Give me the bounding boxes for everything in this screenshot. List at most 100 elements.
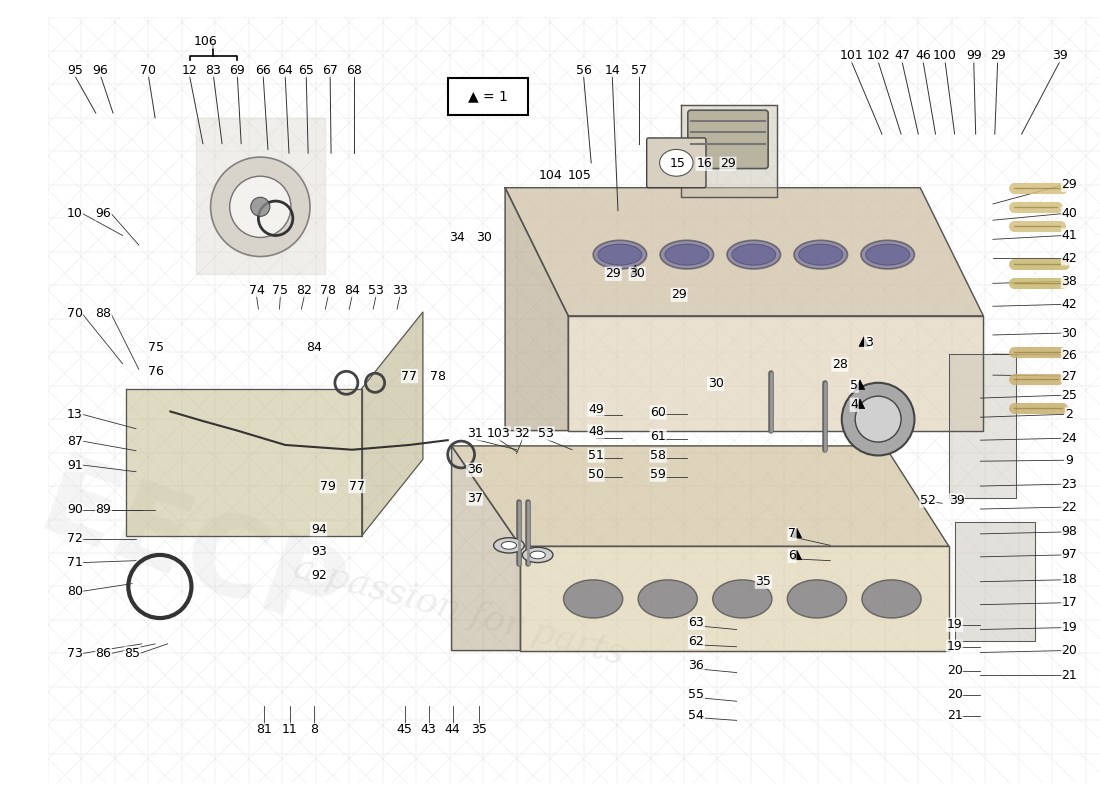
Ellipse shape: [522, 547, 553, 562]
Text: 92: 92: [311, 569, 327, 582]
Ellipse shape: [799, 244, 843, 265]
Text: 79: 79: [320, 479, 337, 493]
Text: 49: 49: [588, 403, 604, 416]
Text: ▲ = 1: ▲ = 1: [468, 90, 508, 103]
Text: 78: 78: [320, 283, 337, 297]
Ellipse shape: [494, 538, 525, 553]
Text: 94: 94: [311, 522, 327, 536]
Circle shape: [210, 157, 310, 257]
Text: 77: 77: [349, 479, 365, 493]
Text: 105: 105: [568, 169, 592, 182]
Text: 55: 55: [689, 688, 704, 701]
Text: 101: 101: [839, 50, 864, 62]
Text: 46: 46: [915, 50, 931, 62]
Text: 42: 42: [1062, 298, 1077, 311]
Ellipse shape: [530, 551, 546, 558]
Ellipse shape: [660, 240, 714, 269]
Text: 7: 7: [788, 527, 796, 540]
Ellipse shape: [563, 580, 623, 618]
Text: 6: 6: [788, 550, 796, 562]
Polygon shape: [681, 106, 777, 198]
Text: 12: 12: [182, 63, 197, 77]
Polygon shape: [630, 265, 640, 274]
Text: 21: 21: [947, 709, 962, 722]
Text: 20: 20: [947, 664, 962, 677]
Polygon shape: [452, 446, 520, 650]
Circle shape: [251, 198, 270, 216]
Text: 76: 76: [148, 365, 164, 378]
Text: 41: 41: [1062, 229, 1077, 242]
Text: 97: 97: [1062, 549, 1077, 562]
Text: 20: 20: [1062, 644, 1077, 657]
Ellipse shape: [862, 580, 921, 618]
Text: 45: 45: [397, 723, 412, 737]
Text: 81: 81: [256, 723, 272, 737]
Text: 70: 70: [67, 307, 82, 321]
Text: 69: 69: [230, 63, 245, 77]
Text: 100: 100: [933, 50, 957, 62]
Ellipse shape: [866, 244, 910, 265]
Text: 67: 67: [322, 63, 338, 77]
Text: 59: 59: [650, 468, 667, 481]
Text: 29: 29: [720, 158, 736, 170]
Polygon shape: [505, 188, 569, 430]
Text: 36: 36: [689, 659, 704, 672]
Text: 54: 54: [689, 709, 704, 722]
Polygon shape: [196, 118, 326, 274]
Text: 77: 77: [402, 370, 418, 382]
Text: 34: 34: [450, 231, 465, 244]
Text: 48: 48: [588, 425, 604, 438]
Text: 62: 62: [689, 635, 704, 649]
Text: 30: 30: [476, 231, 492, 244]
Polygon shape: [362, 312, 422, 536]
Text: 29: 29: [671, 288, 688, 302]
Text: 27: 27: [1062, 370, 1077, 382]
Text: 17: 17: [1062, 596, 1077, 610]
Polygon shape: [505, 188, 983, 316]
Circle shape: [842, 382, 914, 455]
FancyBboxPatch shape: [647, 138, 706, 188]
Text: 26: 26: [1062, 349, 1077, 362]
Text: 31: 31: [466, 427, 483, 440]
Polygon shape: [792, 550, 802, 560]
Text: 98: 98: [1062, 526, 1077, 538]
Text: 38: 38: [1062, 275, 1077, 288]
FancyBboxPatch shape: [448, 78, 528, 115]
Text: 10: 10: [67, 207, 82, 220]
Polygon shape: [126, 389, 362, 536]
Ellipse shape: [638, 580, 697, 618]
Text: 85: 85: [124, 647, 140, 660]
Text: 89: 89: [96, 503, 111, 517]
Text: 99: 99: [966, 50, 981, 62]
Text: 9: 9: [1066, 454, 1074, 466]
Text: 14: 14: [604, 63, 620, 77]
Text: 57: 57: [631, 63, 647, 77]
Text: 75: 75: [273, 283, 288, 297]
Text: 53: 53: [368, 283, 384, 297]
Ellipse shape: [794, 240, 847, 269]
Text: 19: 19: [1062, 621, 1077, 634]
Text: 33: 33: [392, 283, 408, 297]
Text: 43: 43: [421, 723, 437, 737]
Circle shape: [855, 396, 901, 442]
Text: 84: 84: [306, 341, 322, 354]
Text: 95: 95: [67, 63, 82, 77]
Text: 96: 96: [92, 63, 109, 77]
Polygon shape: [949, 354, 1015, 498]
Text: 75: 75: [148, 341, 164, 354]
Text: 106: 106: [194, 35, 218, 48]
Text: 5: 5: [850, 379, 858, 392]
Polygon shape: [569, 316, 983, 430]
Ellipse shape: [502, 542, 517, 549]
Ellipse shape: [664, 244, 708, 265]
Text: a passion for parts: a passion for parts: [290, 550, 628, 671]
Text: 39: 39: [948, 494, 965, 507]
Text: 29: 29: [990, 50, 1005, 62]
Text: 61: 61: [650, 430, 666, 443]
Text: 93: 93: [311, 545, 327, 558]
Text: 73: 73: [67, 647, 82, 660]
Text: 37: 37: [466, 492, 483, 505]
Text: 52: 52: [920, 494, 936, 507]
Text: 103: 103: [486, 427, 510, 440]
Text: 23: 23: [1062, 478, 1077, 490]
